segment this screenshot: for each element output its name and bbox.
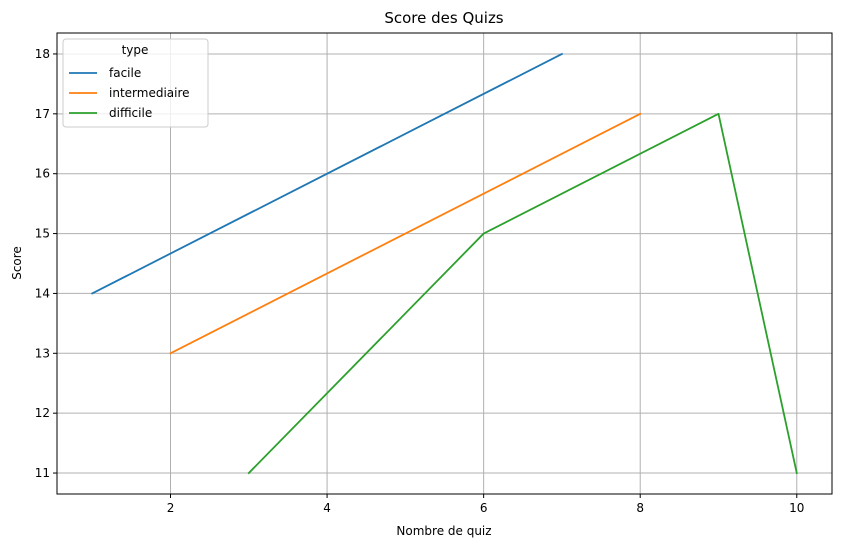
legend: type facile intermediaire difficile — [62, 38, 209, 128]
x-tick-label: 10 — [789, 501, 804, 515]
axis-ticks: 2 4 6 8 10 11 12 13 14 15 16 17 18 — [35, 47, 805, 515]
legend-title: type — [122, 43, 149, 57]
legend-entries: facile intermediaire difficile — [69, 66, 190, 120]
series-lines — [91, 52, 798, 475]
y-axis-label: Score — [10, 246, 24, 280]
x-tick-label: 8 — [636, 501, 644, 515]
chart-title: Score des Quizs — [384, 9, 503, 27]
y-tick-label: 12 — [35, 406, 50, 420]
x-tick-label: 2 — [167, 501, 175, 515]
y-tick-label: 11 — [35, 466, 50, 480]
y-tick-label: 18 — [35, 47, 50, 61]
y-tick-label: 13 — [35, 346, 50, 360]
x-tick-label: 6 — [480, 501, 488, 515]
series-line-difficile — [247, 112, 798, 475]
y-tick-label: 15 — [35, 227, 50, 241]
y-tick-label: 14 — [35, 286, 50, 300]
legend-label-difficile: difficile — [109, 106, 152, 120]
series-line-facile — [91, 52, 564, 295]
series-line-intermediaire — [169, 112, 642, 355]
x-tick-label: 4 — [323, 501, 331, 515]
y-tick-label: 17 — [35, 107, 50, 121]
legend-box — [62, 38, 209, 128]
legend-label-intermediaire: intermediaire — [109, 86, 190, 100]
x-axis-label: Nombre de quiz — [396, 524, 491, 538]
y-tick-label: 16 — [35, 167, 50, 181]
legend-label-facile: facile — [109, 66, 141, 80]
plot-frame — [56, 32, 833, 495]
